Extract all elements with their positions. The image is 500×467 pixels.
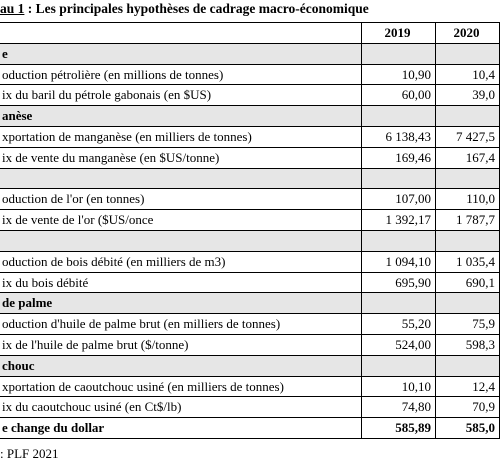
value-cell: 75,9 xyxy=(435,313,500,335)
row: xportation de caoutchouc usiné (en milli… xyxy=(0,375,500,398)
header-cell: 2020 xyxy=(435,22,500,44)
row: ix de vente du manganèse (en $US/tonne) 1… xyxy=(0,146,500,169)
value-cell: 598,3 xyxy=(435,333,500,356)
total-value: 585,89 xyxy=(361,417,436,439)
value-cell: 10,4 xyxy=(435,63,500,86)
value-cell: 110,0 xyxy=(435,188,500,211)
row-label: xportation de caoutchouc usiné (en milli… xyxy=(0,375,362,398)
section-row: chouc xyxy=(0,354,500,377)
total-value: 585,0 xyxy=(435,417,500,439)
table: 2019 2020 e oduction pétrolière (en milli… xyxy=(0,22,500,439)
value-cell: 1 035,4 xyxy=(435,250,500,273)
value-cell: 169,46 xyxy=(361,146,436,169)
row-label: oduction de bois débité (en milliers de … xyxy=(0,250,362,273)
row-label: xportation de manganèse (en milliers de … xyxy=(0,125,362,148)
value-cell: 1 392,17 xyxy=(361,209,436,231)
value-cell: 1 787,7 xyxy=(435,209,500,231)
value-cell: 524,00 xyxy=(361,333,436,356)
row: xportation de manganèse (en milliers de … xyxy=(0,125,500,148)
row-label: ix du baril du pétrole gabonais (en $US) xyxy=(0,84,362,107)
section-cell: e xyxy=(0,42,362,65)
value-cell: 6 138,43 xyxy=(361,125,436,148)
total-row: e change du dollar 585,89 585,0 xyxy=(0,417,500,439)
row: oduction de l'or (en tonnes) 107,00 110,0 xyxy=(0,188,500,211)
value-cell: 1 094,10 xyxy=(361,250,436,273)
section-row: anèse xyxy=(0,105,500,127)
row: ix de l'huile de palme brut ($/tonne) 524… xyxy=(0,333,500,356)
value-cell: 70,9 xyxy=(435,396,500,419)
row: ix du caoutchouc usiné (en Ct$/lb) 74,80 7… xyxy=(0,396,500,419)
section-cell: chouc xyxy=(0,354,362,377)
value-cell: 55,20 xyxy=(361,313,436,335)
value-cell: 695,90 xyxy=(361,271,436,294)
row: oduction d'huile de palme brut (en milli… xyxy=(0,313,500,335)
title-text: : Les principales hypothèses de cadrage … xyxy=(24,1,369,16)
value-cell: 12,4 xyxy=(435,375,500,398)
title-label: au 1 xyxy=(0,1,25,16)
row-label: ix de l'huile de palme brut ($/tonne) xyxy=(0,333,362,356)
row-label: ix du caoutchouc usiné (en Ct$/lb) xyxy=(0,396,362,419)
section-row: e xyxy=(0,42,500,65)
row: oduction pétrolière (en millions de tonn… xyxy=(0,63,500,86)
row-label: oduction pétrolière (en millions de tonn… xyxy=(0,63,362,86)
value-cell: 10,90 xyxy=(361,63,436,86)
value-cell: 690,1 xyxy=(435,271,500,294)
value-cell: 39,0 xyxy=(435,84,500,107)
value-cell: 167,4 xyxy=(435,146,500,169)
title: au 1 : Les principales hypothèses de cad… xyxy=(0,1,369,17)
header-cell: 2019 xyxy=(361,22,436,44)
row: ix de vente de l'or ($US/once 1 392,17 1 7… xyxy=(0,209,500,231)
section-row xyxy=(0,229,500,252)
row: ix du bois débité 695,90 690,1 xyxy=(0,271,500,294)
section-row xyxy=(0,167,500,190)
row-label: oduction d'huile de palme brut (en milli… xyxy=(0,313,362,335)
section-cell: de palme xyxy=(0,292,362,315)
row: ix du baril du pétrole gabonais (en $US)… xyxy=(0,84,500,107)
section-row: de palme xyxy=(0,292,500,315)
value-cell: 107,00 xyxy=(361,188,436,211)
value-cell: 60,00 xyxy=(361,84,436,107)
section-cell: anèse xyxy=(0,105,362,127)
row-label: ix du bois débité xyxy=(0,271,362,294)
footnote: : PLF 2021 xyxy=(0,446,59,461)
row: oduction de bois débité (en milliers de … xyxy=(0,250,500,273)
cell xyxy=(0,22,362,44)
value-cell: 7 427,5 xyxy=(435,125,500,148)
value-cell: 74,80 xyxy=(361,396,436,419)
value-cell: 10,10 xyxy=(361,375,436,398)
total-label: e change du dollar xyxy=(0,417,362,439)
row-label: ix de vente de l'or ($US/once xyxy=(0,209,362,231)
header-row: 2019 2020 xyxy=(0,22,500,44)
row-label: ix de vente du manganèse (en $US/tonne) xyxy=(0,146,362,169)
row-label: oduction de l'or (en tonnes) xyxy=(0,188,362,211)
